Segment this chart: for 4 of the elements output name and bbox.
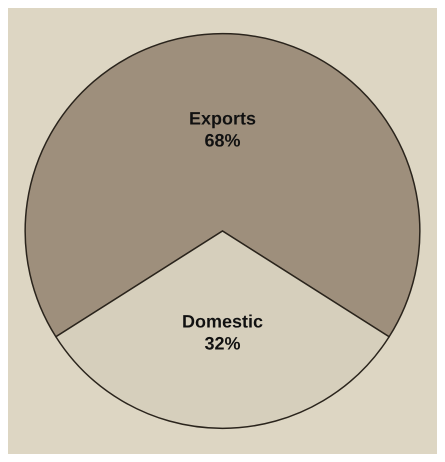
slice-label: Domestic xyxy=(182,312,264,332)
data-label: 32% xyxy=(204,334,241,354)
slice-label: Exports xyxy=(188,108,256,128)
data-label: 68% xyxy=(204,130,241,150)
